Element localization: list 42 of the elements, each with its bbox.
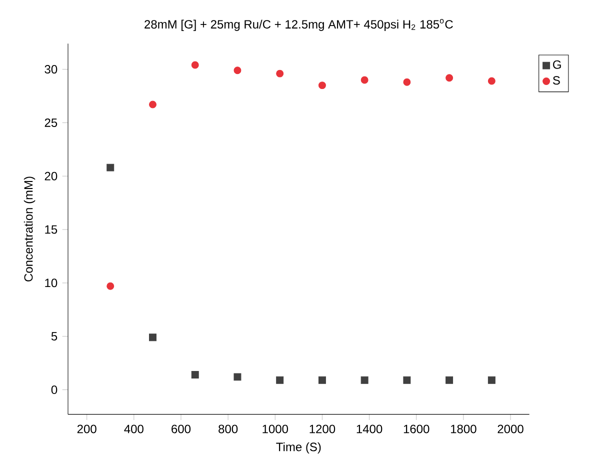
point (318, 82, 326, 90)
y-tick-label: 0 (51, 385, 58, 394)
x-tick-label: 1200 (310, 424, 336, 434)
chart-title: 28mM [G] + 25mg Ru/C + 12.5mg AMT+ 450psi H$_{2}$ 185$^{o}$C (144, 19, 453, 31)
x-tick-label: 1600 (404, 424, 430, 434)
point (318, 376, 326, 384)
point (106, 164, 114, 172)
x-tick-label: 1400 (356, 424, 382, 434)
point (446, 74, 454, 82)
x-tick-label: 800 (218, 424, 238, 434)
point (360, 376, 368, 384)
x-tick-label: 200 (77, 424, 96, 434)
x-tick-label: 400 (124, 424, 144, 434)
point (360, 76, 368, 84)
point (403, 376, 411, 384)
point (446, 376, 454, 384)
y-tick-label: 10 (45, 278, 58, 288)
point (403, 78, 411, 86)
point (488, 376, 496, 384)
legend-label: S (552, 76, 560, 85)
x-tick-label: 600 (172, 424, 191, 434)
y-tick-label: 30 (44, 65, 58, 74)
point (149, 334, 156, 342)
x-axis-title: Time (S) (276, 442, 321, 454)
point (191, 61, 199, 69)
x-tick-label: 1800 (451, 424, 476, 434)
y-axis-title: Concentration (mM) (24, 176, 36, 282)
y-tick-label: 15 (45, 225, 58, 234)
x-tick-label: 2000 (498, 424, 524, 434)
y-tick-label: 20 (44, 172, 58, 180)
point (276, 70, 284, 78)
point (234, 373, 242, 381)
point (234, 66, 242, 74)
legend-label: G (553, 60, 561, 69)
y-tick-label: 25 (44, 118, 58, 127)
point (488, 77, 496, 85)
point (276, 376, 284, 384)
point (106, 282, 114, 290)
point (191, 371, 199, 379)
y-tick-label: 5 (51, 332, 58, 341)
x-tick-label: 1000 (262, 424, 288, 434)
point (149, 100, 156, 108)
